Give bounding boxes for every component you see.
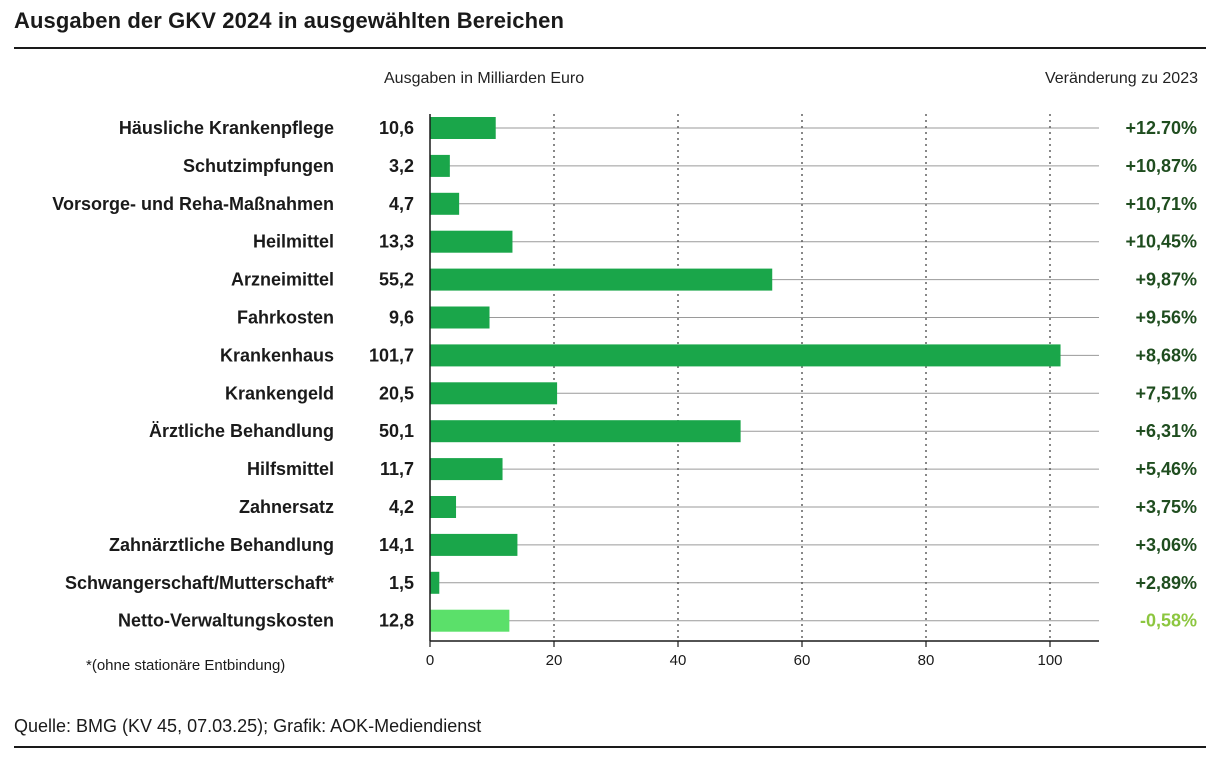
bar: [430, 382, 558, 405]
change-label: +12.70%: [1125, 118, 1197, 138]
value-label: 11,7: [380, 459, 414, 479]
value-label: 50,1: [379, 421, 414, 441]
footnote: *(ohne stationäre Entbindung): [86, 657, 286, 674]
value-label: 4,7: [389, 194, 414, 214]
bottom-rule: [14, 746, 1206, 748]
bar: [430, 192, 460, 215]
change-label: +10,71%: [1125, 194, 1197, 214]
value-label: 12,8: [379, 611, 414, 631]
change-label: +6,31%: [1135, 421, 1197, 441]
change-label: -0,58%: [1140, 611, 1197, 631]
category-label: Krankengeld: [225, 383, 334, 403]
category-label: Netto-Verwaltungskosten: [118, 611, 334, 631]
bar: [430, 496, 457, 518]
bar: [430, 533, 518, 556]
column-header-expenditure: Ausgaben in Milliarden Euro: [384, 70, 585, 87]
chart-title: Ausgaben der GKV 2024 in ausgewählten Be…: [14, 8, 564, 33]
bar: [430, 154, 450, 177]
bar: [430, 420, 741, 443]
category-label: Ärztliche Behandlung: [149, 421, 334, 441]
category-label: Krankenhaus: [220, 345, 334, 365]
change-label: +9,56%: [1135, 308, 1197, 328]
source-note: Quelle: BMG (KV 45, 07.03.25); Grafik: A…: [14, 716, 482, 736]
value-label: 13,3: [379, 232, 414, 252]
bar: [430, 458, 503, 481]
x-tick-label: 60: [794, 652, 811, 669]
bar: [430, 609, 510, 632]
x-tick-label: 80: [918, 652, 935, 669]
value-label: 101,7: [369, 345, 414, 365]
value-label: 55,2: [379, 270, 414, 290]
x-tick-label: 100: [1037, 652, 1062, 669]
change-label: +3,75%: [1135, 497, 1197, 517]
change-label: +3,06%: [1135, 535, 1197, 555]
category-label: Zahnärztliche Behandlung: [109, 535, 334, 555]
change-label: +2,89%: [1135, 573, 1197, 593]
value-label: 3,2: [389, 156, 414, 176]
bar: [430, 306, 490, 329]
bar: [430, 571, 440, 594]
value-label: 4,2: [389, 497, 414, 517]
change-label: +9,87%: [1135, 270, 1197, 290]
title-rule: [14, 47, 1206, 49]
change-label: +10,45%: [1125, 232, 1197, 252]
bar: [430, 268, 773, 291]
x-tick-label: 40: [670, 652, 687, 669]
category-label: Schutzimpfungen: [183, 156, 334, 176]
category-label: Fahrkosten: [237, 308, 334, 328]
value-label: 20,5: [379, 383, 414, 403]
category-label: Arzneimittel: [231, 270, 334, 290]
bar: [430, 230, 513, 253]
bar: [430, 344, 1061, 367]
category-label: Zahnersatz: [239, 497, 334, 517]
change-label: +5,46%: [1135, 459, 1197, 479]
value-label: 1,5: [389, 573, 414, 593]
value-label: 10,6: [379, 118, 414, 138]
change-label: +7,51%: [1135, 383, 1197, 403]
category-label: Häusliche Krankenpflege: [119, 118, 334, 138]
change-label: +8,68%: [1135, 345, 1197, 365]
category-label: Hilfsmittel: [247, 459, 334, 479]
category-label: Schwangerschaft/Mutterschaft*: [65, 573, 334, 593]
value-label: 14,1: [379, 535, 414, 555]
category-label: Vorsorge- und Reha-Maßnahmen: [52, 194, 334, 214]
column-header-change: Veränderung zu 2023: [1044, 70, 1198, 87]
value-label: 9,6: [389, 308, 414, 328]
x-tick-label: 20: [546, 652, 563, 669]
x-tick-label: 0: [426, 652, 434, 669]
category-label: Heilmittel: [253, 232, 334, 252]
change-label: +10,87%: [1125, 156, 1197, 176]
bar: [430, 117, 496, 139]
